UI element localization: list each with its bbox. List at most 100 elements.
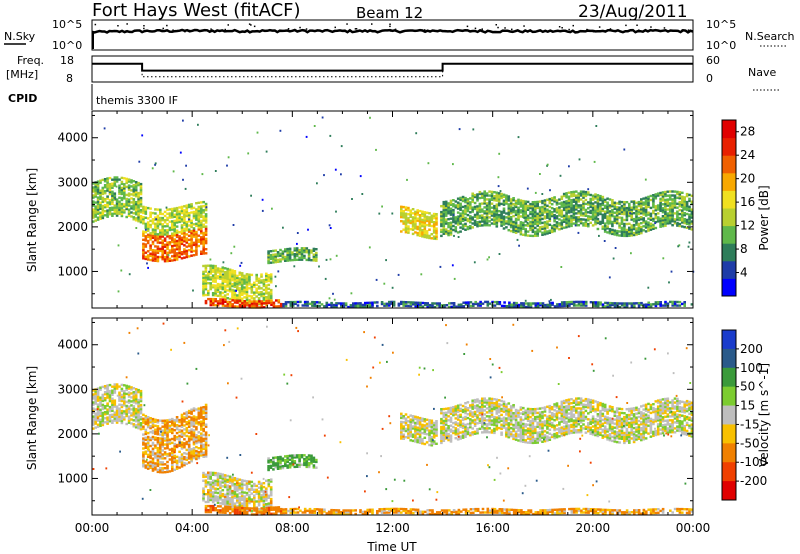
range-cell [411,218,415,221]
range-cell [546,214,549,217]
range-cell [233,512,237,515]
range-cell [144,222,148,226]
scatter-cell [209,258,212,261]
range-cell [567,195,571,198]
range-cell [668,204,672,207]
range-cell [623,224,626,228]
range-cell [495,195,499,198]
range-cell [490,212,494,215]
range-cell [187,242,191,246]
range-cell [137,423,140,426]
range-cell [497,196,501,199]
range-cell [120,397,124,401]
range-cell [149,225,152,229]
range-cell [96,411,100,414]
range-cell [243,282,246,285]
range-cell [633,305,636,309]
range-cell [96,190,100,193]
range-cell [591,212,595,215]
range-cell [509,229,513,233]
range-cell [248,300,251,303]
range-cell [209,297,213,301]
range-cell [611,230,614,234]
range-cell [315,259,318,262]
range-cell [478,196,482,200]
range-cell [577,194,580,197]
range-cell [654,207,658,210]
range-cell [197,213,201,217]
range-cell [166,441,169,444]
range-cell [123,203,126,206]
range-cell [678,197,682,200]
range-cell [608,220,612,223]
range-cell [493,214,496,218]
range-cell [644,196,648,199]
range-cell [163,233,167,236]
range-cell [204,409,208,412]
scatter-cell [230,252,233,255]
range-cell [411,224,415,227]
range-cell [233,285,237,288]
range-cell [531,212,535,216]
range-cell [645,303,648,306]
range-cell [267,457,270,460]
scatter-cell [526,221,529,224]
range-cell [151,451,155,454]
range-cell [163,221,167,224]
range-cell [565,202,568,205]
range-cell [180,433,184,436]
range-cell [414,210,417,214]
range-cell [419,301,422,305]
range-cell [255,507,259,510]
range-cell [601,215,605,218]
range-cell [260,300,264,303]
range-cell [444,202,448,205]
range-cell [94,422,97,425]
range-cell [647,217,650,220]
range-cell [262,298,266,301]
range-cell [628,230,631,233]
scatter-cell [677,245,680,248]
power-colorbar-tick-label: 4 [740,266,748,280]
range-cell [200,428,203,431]
range-cell [204,433,208,436]
range-cell [197,205,201,209]
range-cell [240,297,244,300]
range-cell [245,294,249,297]
range-cell [101,385,105,389]
range-cell [204,506,208,510]
range-cell [250,507,254,510]
range-cell [685,226,689,229]
range-cell [183,229,186,233]
range-cell [565,302,569,306]
range-cell [288,255,292,258]
range-cell [101,192,105,196]
range-cell [404,216,408,219]
range-cell [466,217,470,221]
range-cell [211,274,215,277]
range-cell [223,501,227,504]
range-cell [125,412,128,416]
range-cell [113,194,117,197]
range-cell [139,198,143,202]
range-cell [471,210,474,213]
range-cell [233,297,237,300]
range-cell [190,207,193,210]
range-cell [654,215,658,218]
range-cell [310,251,313,254]
scatter-cell [329,227,332,229]
range-cell [127,194,131,197]
scatter-cell [553,217,556,219]
range-cell [407,227,410,230]
range-cell [298,250,301,254]
range-cell [291,251,294,254]
range-cell [236,299,239,302]
range-cell [173,234,176,237]
range-cell [192,417,196,420]
range-cell [192,407,196,410]
range-cell [666,190,670,193]
range-cell [175,435,179,439]
range-cell [572,198,576,201]
range-cell [144,235,148,238]
